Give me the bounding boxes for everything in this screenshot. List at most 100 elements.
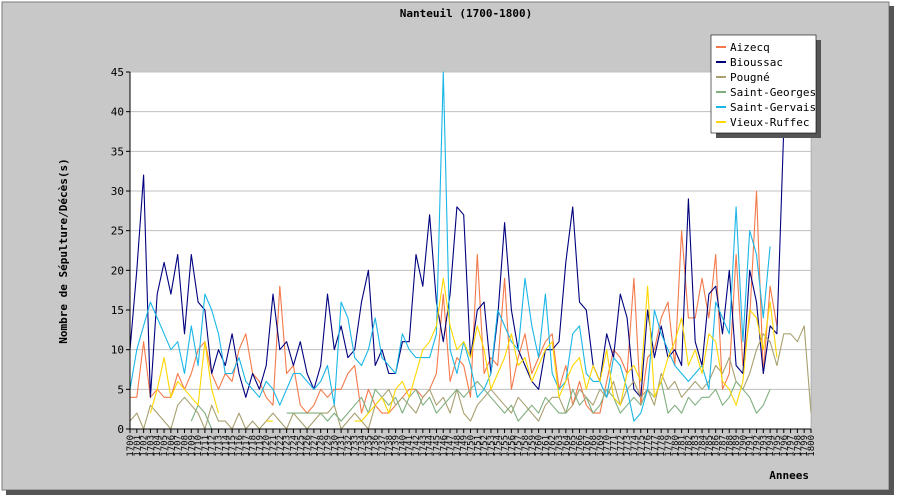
x-tick-label: 1793 bbox=[759, 435, 769, 457]
x-tick-label: 1715 bbox=[228, 435, 238, 457]
series-line-bioussac bbox=[129, 127, 785, 398]
x-tick-label: 1771 bbox=[610, 435, 620, 457]
legend: Aizecq Bioussac Pougné Saint-Georges Saint-G… bbox=[710, 34, 821, 138]
x-tick-label: 1754 bbox=[494, 435, 504, 457]
x-tick-label: 1731 bbox=[337, 435, 347, 457]
x-tick-label: 1779 bbox=[664, 435, 674, 457]
x-axis-label: Annees bbox=[769, 469, 809, 482]
x-tick-label: 1739 bbox=[392, 435, 402, 457]
y-tick-label: 5 bbox=[117, 383, 124, 396]
legend-label: Saint-Georges bbox=[730, 86, 816, 99]
x-tick-label: 1753 bbox=[487, 435, 497, 457]
x-tick-label: 1795 bbox=[773, 435, 783, 457]
x-tick-label: 1727 bbox=[310, 435, 320, 457]
x-tick-label: 1758 bbox=[521, 435, 531, 457]
x-tick-label: 1707 bbox=[174, 435, 184, 457]
x-tick-label: 1721 bbox=[269, 435, 279, 457]
x-tick-label: 1706 bbox=[167, 435, 177, 457]
x-tick-label: 1749 bbox=[460, 435, 470, 457]
x-tick-label: 1718 bbox=[249, 435, 259, 457]
series-line-vieux-ruffec bbox=[354, 277, 778, 422]
x-tick-label: 1743 bbox=[419, 435, 429, 457]
series-line-vieux-ruffec bbox=[149, 341, 220, 414]
x-tick-label: 1784 bbox=[698, 435, 708, 457]
y-tick-label: 35 bbox=[111, 145, 124, 158]
x-tick-label: 1711 bbox=[201, 435, 211, 457]
x-tick-label: 1756 bbox=[507, 435, 517, 457]
y-tick-label: 10 bbox=[111, 344, 124, 357]
x-tick-label: 1783 bbox=[691, 435, 701, 457]
x-tick-label: 1716 bbox=[235, 435, 245, 457]
x-tick-label: 1742 bbox=[412, 435, 422, 457]
legend-label: Vieux-Ruffec bbox=[730, 116, 809, 129]
x-tick-label: 1787 bbox=[718, 435, 728, 457]
x-tick-label: 1728 bbox=[317, 435, 327, 457]
grid-lines bbox=[130, 71, 811, 390]
x-tick-label: 1796 bbox=[780, 435, 790, 457]
y-tick-label: 45 bbox=[111, 66, 124, 79]
x-tick-label: 1746 bbox=[439, 435, 449, 457]
x-tick-label: 1799 bbox=[800, 435, 810, 457]
x-tick-label: 1781 bbox=[678, 435, 688, 457]
legend-label: Bioussac bbox=[730, 56, 783, 69]
x-tick-label: 1717 bbox=[242, 435, 252, 457]
x-tick-label: 1777 bbox=[650, 435, 660, 457]
x-tick-label: 1733 bbox=[351, 435, 361, 457]
x-tick-label: 1755 bbox=[501, 435, 511, 457]
series-line-aizecq bbox=[130, 190, 778, 414]
x-tick-label: 1752 bbox=[480, 435, 490, 457]
x-tick-label: 1713 bbox=[215, 435, 225, 457]
x-tick-label: 1762 bbox=[548, 435, 558, 457]
x-tick-label: 1734 bbox=[358, 435, 368, 457]
x-tick-label: 1789 bbox=[732, 435, 742, 457]
legend-label: Saint-Gervais bbox=[730, 101, 816, 114]
y-tick-label: 30 bbox=[111, 185, 124, 198]
x-tick-label: 1794 bbox=[766, 435, 776, 457]
x-tick-label: 1732 bbox=[344, 435, 354, 457]
x-tick-label: 1748 bbox=[453, 435, 463, 457]
x-tick-label: 1792 bbox=[753, 435, 763, 457]
x-tick-label: 1722 bbox=[276, 435, 286, 457]
x-tick-label: 1768 bbox=[589, 435, 599, 457]
series-line-saint-gervais bbox=[129, 71, 771, 422]
x-tick-label: 1747 bbox=[446, 435, 456, 457]
x-tick-label: 1800 bbox=[807, 435, 817, 457]
x-tick-label: 1737 bbox=[378, 435, 388, 457]
x-tick-label: 1797 bbox=[787, 435, 797, 457]
y-axis-ticks: 0 5 10 15 20 25 30 35 40 45 bbox=[111, 66, 130, 436]
series-line-saint-georges bbox=[190, 404, 213, 430]
x-tick-label: 1798 bbox=[793, 435, 803, 457]
x-tick-label: 1744 bbox=[426, 435, 436, 457]
x-tick-label: 1780 bbox=[671, 435, 681, 457]
x-tick-label: 1766 bbox=[575, 435, 585, 457]
x-tick-label: 1769 bbox=[596, 435, 606, 457]
series-lines bbox=[129, 71, 812, 430]
x-tick-label: 1757 bbox=[514, 435, 524, 457]
x-tick-label: 1791 bbox=[746, 435, 756, 457]
x-tick-label: 1724 bbox=[289, 435, 299, 457]
x-tick-label: 1786 bbox=[712, 435, 722, 457]
series-line-pougné bbox=[129, 325, 812, 430]
x-tick-label: 1738 bbox=[385, 435, 395, 457]
y-axis-label: Nombre de Sépulture/Décès(s) bbox=[57, 158, 70, 343]
x-tick-label: 1712 bbox=[208, 435, 218, 457]
x-tick-label: 1735 bbox=[364, 435, 374, 457]
legend-label: Aizecq bbox=[730, 41, 770, 54]
x-tick-label: 1785 bbox=[705, 435, 715, 457]
y-tick-label: 15 bbox=[111, 304, 124, 317]
x-tick-label: 1702 bbox=[140, 435, 150, 457]
x-tick-label: 1719 bbox=[255, 435, 265, 457]
x-tick-label: 1750 bbox=[467, 435, 477, 457]
x-tick-label: 1761 bbox=[541, 435, 551, 457]
x-tick-label: 1730 bbox=[330, 435, 340, 457]
x-tick-label: 1770 bbox=[603, 435, 613, 457]
x-tick-label: 1709 bbox=[187, 435, 197, 457]
x-tick-label: 1790 bbox=[739, 435, 749, 457]
x-tick-label: 1774 bbox=[630, 435, 640, 457]
y-tick-label: 0 bbox=[117, 423, 124, 436]
x-tick-label: 1775 bbox=[637, 435, 647, 457]
x-tick-label: 1729 bbox=[323, 435, 333, 457]
x-tick-label: 1725 bbox=[296, 435, 306, 457]
x-tick-label: 1764 bbox=[562, 435, 572, 457]
